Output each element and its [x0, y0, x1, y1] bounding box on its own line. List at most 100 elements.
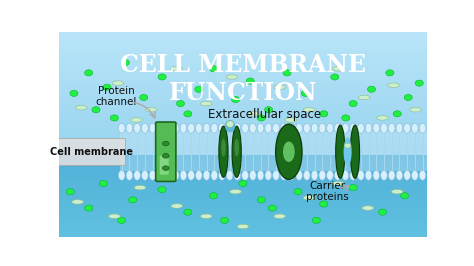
- Ellipse shape: [234, 123, 241, 133]
- Bar: [59, 79, 427, 81]
- Ellipse shape: [203, 171, 210, 180]
- Ellipse shape: [163, 141, 169, 146]
- Bar: [59, 73, 427, 75]
- Ellipse shape: [126, 123, 133, 133]
- Ellipse shape: [349, 101, 357, 107]
- Bar: [59, 204, 427, 206]
- Ellipse shape: [103, 84, 111, 90]
- FancyBboxPatch shape: [57, 138, 125, 165]
- Bar: [59, 188, 427, 190]
- Bar: [59, 132, 427, 134]
- Ellipse shape: [99, 180, 108, 186]
- Bar: [59, 83, 427, 85]
- Ellipse shape: [239, 180, 247, 186]
- Bar: [59, 140, 427, 143]
- Ellipse shape: [415, 80, 423, 86]
- Ellipse shape: [195, 86, 203, 92]
- Ellipse shape: [404, 171, 410, 180]
- Ellipse shape: [219, 171, 225, 180]
- Ellipse shape: [188, 123, 194, 133]
- Ellipse shape: [381, 171, 387, 180]
- Bar: [59, 130, 427, 132]
- Bar: [59, 63, 427, 65]
- Ellipse shape: [142, 171, 148, 180]
- Bar: [59, 61, 427, 63]
- Ellipse shape: [121, 60, 129, 66]
- Bar: [59, 222, 427, 225]
- Bar: [59, 157, 427, 159]
- Bar: [59, 122, 427, 124]
- Bar: [59, 181, 427, 184]
- Bar: [59, 32, 427, 34]
- Ellipse shape: [201, 214, 212, 218]
- Bar: [59, 138, 427, 140]
- Text: Protein
channel: Protein channel: [95, 86, 137, 107]
- Bar: [59, 46, 427, 48]
- Ellipse shape: [219, 123, 225, 133]
- Ellipse shape: [232, 126, 241, 177]
- Ellipse shape: [110, 115, 118, 121]
- Ellipse shape: [134, 171, 140, 180]
- Ellipse shape: [149, 171, 156, 180]
- Bar: [59, 50, 427, 52]
- Ellipse shape: [283, 142, 295, 162]
- Ellipse shape: [257, 171, 264, 180]
- Bar: [59, 212, 427, 214]
- Ellipse shape: [365, 171, 372, 180]
- FancyBboxPatch shape: [160, 156, 169, 175]
- Ellipse shape: [249, 171, 256, 180]
- Ellipse shape: [327, 123, 333, 133]
- Bar: [59, 198, 427, 200]
- Bar: [59, 184, 427, 186]
- Text: CELL MEMBRANE: CELL MEMBRANE: [120, 53, 366, 77]
- Ellipse shape: [164, 123, 171, 133]
- Bar: [59, 233, 427, 235]
- Bar: [59, 153, 427, 155]
- Bar: [59, 71, 427, 73]
- Bar: [59, 225, 427, 227]
- Bar: [59, 112, 427, 114]
- Bar: [59, 147, 427, 149]
- Ellipse shape: [342, 123, 349, 133]
- Ellipse shape: [333, 181, 344, 186]
- Bar: [59, 204, 427, 206]
- Bar: [59, 194, 427, 196]
- Ellipse shape: [149, 123, 156, 133]
- Ellipse shape: [344, 138, 352, 166]
- Ellipse shape: [246, 78, 255, 84]
- Ellipse shape: [411, 171, 418, 180]
- Bar: [59, 228, 427, 231]
- Bar: [59, 200, 427, 202]
- Ellipse shape: [265, 171, 272, 180]
- Bar: [59, 48, 427, 50]
- Ellipse shape: [373, 123, 380, 133]
- Ellipse shape: [303, 196, 315, 200]
- Ellipse shape: [171, 204, 182, 208]
- Bar: [59, 103, 427, 106]
- Bar: [59, 106, 427, 108]
- FancyBboxPatch shape: [120, 132, 428, 171]
- Bar: [59, 159, 427, 161]
- Ellipse shape: [211, 171, 218, 180]
- Ellipse shape: [334, 123, 341, 133]
- Bar: [59, 227, 427, 228]
- Bar: [59, 91, 427, 93]
- Bar: [59, 181, 427, 184]
- Bar: [59, 233, 427, 235]
- Ellipse shape: [331, 74, 339, 80]
- Ellipse shape: [84, 205, 93, 211]
- Ellipse shape: [118, 123, 125, 133]
- Bar: [59, 200, 427, 202]
- Bar: [59, 186, 427, 188]
- Ellipse shape: [227, 171, 233, 180]
- Ellipse shape: [184, 111, 192, 117]
- Ellipse shape: [249, 123, 256, 133]
- Bar: [59, 210, 427, 212]
- Text: Cell membrane: Cell membrane: [50, 147, 133, 157]
- Ellipse shape: [294, 189, 302, 195]
- Ellipse shape: [411, 123, 418, 133]
- Ellipse shape: [164, 171, 171, 180]
- Bar: [59, 120, 427, 122]
- Ellipse shape: [242, 171, 248, 180]
- Ellipse shape: [410, 107, 421, 112]
